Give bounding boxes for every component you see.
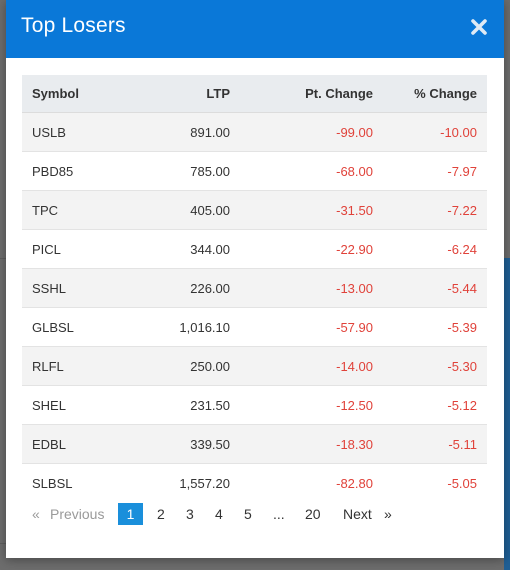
pt-change-cell: -31.50 [240,190,383,230]
next-arrow[interactable]: » [384,506,392,522]
ltp-cell: 226.00 [130,268,240,308]
table-row[interactable]: RLFL 250.00 -14.00 -5.30 [22,346,487,386]
page-3-button[interactable]: 3 [186,506,194,522]
ltp-cell: 344.00 [130,229,240,269]
pct-change-cell: -5.30 [383,346,487,386]
ltp-cell: 1,016.10 [130,307,240,347]
close-button[interactable] [468,16,490,38]
ltp-cell: 405.00 [130,190,240,230]
symbol-cell[interactable]: SSHL [22,268,130,308]
pct-change-cell: -10.00 [383,112,487,152]
symbol-cell[interactable]: EDBL [22,424,130,464]
table-row[interactable]: SSHL 226.00 -13.00 -5.44 [22,268,487,308]
table-row[interactable]: PBD85 785.00 -68.00 -7.97 [22,151,487,191]
modal-title: Top Losers [21,14,126,37]
ltp-cell: 891.00 [130,112,240,152]
top-losers-modal: Top Losers Symbol LTP Pt. Change % Chang… [6,0,504,558]
previous-page-button[interactable]: Previous [50,506,105,522]
pt-change-cell: -68.00 [240,151,383,191]
table-row[interactable]: PICL 344.00 -22.90 -6.24 [22,229,487,269]
symbol-cell[interactable]: RLFL [22,346,130,386]
page-20-button[interactable]: 20 [305,506,321,522]
column-header-ltp[interactable]: LTP [130,75,240,113]
pct-change-cell: -5.44 [383,268,487,308]
table-row[interactable]: EDBL 339.50 -18.30 -5.11 [22,424,487,464]
page-2-button[interactable]: 2 [157,506,165,522]
pt-change-cell: -13.00 [240,268,383,308]
pt-change-cell: -57.90 [240,307,383,347]
column-header-pt-change[interactable]: Pt. Change [240,75,383,113]
ltp-cell: 1,557.20 [130,463,240,502]
table-row[interactable]: SLBSL 1,557.20 -82.80 -5.05 [22,463,487,502]
pct-change-cell: -7.22 [383,190,487,230]
next-page-button[interactable]: Next [343,506,372,522]
ltp-cell: 231.50 [130,385,240,425]
page-1-button[interactable]: 1 [118,503,143,525]
pct-change-cell: -6.24 [383,229,487,269]
symbol-cell[interactable]: SLBSL [22,463,130,502]
symbol-cell[interactable]: PBD85 [22,151,130,191]
losers-table: Symbol LTP Pt. Change % Change USLB 891.… [22,75,487,502]
pt-change-cell: -18.30 [240,424,383,464]
ltp-cell: 250.00 [130,346,240,386]
background-page-edge [504,258,510,570]
modal-header: Top Losers [6,0,504,58]
ltp-cell: 339.50 [130,424,240,464]
table-row[interactable]: GLBSL 1,016.10 -57.90 -5.39 [22,307,487,347]
pct-change-cell: -5.39 [383,307,487,347]
pt-change-cell: -22.90 [240,229,383,269]
page-4-button[interactable]: 4 [215,506,223,522]
pct-change-cell: -7.97 [383,151,487,191]
table-row[interactable]: USLB 891.00 -99.00 -10.00 [22,112,487,152]
symbol-cell[interactable]: TPC [22,190,130,230]
symbol-cell[interactable]: GLBSL [22,307,130,347]
pagination-ellipsis: ... [273,506,285,522]
symbol-cell[interactable]: SHEL [22,385,130,425]
table-header-row: Symbol LTP Pt. Change % Change [22,75,487,113]
symbol-cell[interactable]: PICL [22,229,130,269]
symbol-cell[interactable]: USLB [22,112,130,152]
pct-change-cell: -5.11 [383,424,487,464]
pt-change-cell: -99.00 [240,112,383,152]
table-row[interactable]: SHEL 231.50 -12.50 -5.12 [22,385,487,425]
previous-arrow: « [32,506,40,522]
table-row[interactable]: TPC 405.00 -31.50 -7.22 [22,190,487,230]
pct-change-cell: -5.12 [383,385,487,425]
pct-change-cell: -5.05 [383,463,487,502]
column-header-pct-change[interactable]: % Change [383,75,487,113]
pt-change-cell: -12.50 [240,385,383,425]
ltp-cell: 785.00 [130,151,240,191]
pt-change-cell: -82.80 [240,463,383,502]
page-5-button[interactable]: 5 [244,506,252,522]
close-icon [471,19,487,35]
pt-change-cell: -14.00 [240,346,383,386]
column-header-symbol[interactable]: Symbol [22,75,130,113]
